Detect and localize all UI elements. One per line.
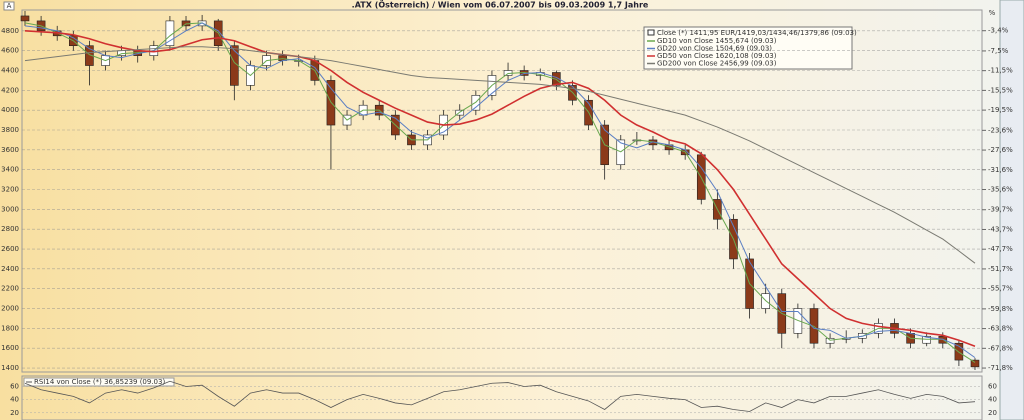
rsi-frame (21, 375, 983, 420)
y2-tick-label: -67,8% (988, 344, 1013, 352)
legend-label: RSI14 von Close (*) 36,85239 (09.03) (34, 378, 165, 386)
y2-tick-label: -31,6% (988, 166, 1013, 174)
y2-tick-label: -23,6% (988, 126, 1013, 134)
side-panel (999, 0, 1024, 420)
y-tick-label: 2000 (1, 305, 19, 313)
y-tick-label: 2400 (1, 265, 19, 273)
y-tick-label: 3400 (1, 166, 19, 174)
y-tick-label: 60 (10, 383, 19, 391)
ma-line (24, 46, 976, 264)
y2-tick-label: -39,7% (988, 206, 1013, 214)
y2-axis-label: % (989, 9, 996, 17)
legend-label: GD10 von Close 1455,674 (09.03) (657, 37, 777, 45)
y2-tick-label: -3,4% (988, 27, 1009, 35)
candle-body (20, 15, 30, 22)
y-tick-label: 4400 (1, 66, 19, 74)
y2-tick-label: -71,8% (988, 364, 1013, 372)
y-tick-label: 1600 (1, 344, 19, 352)
rsi-legend-box (23, 377, 175, 387)
y-tick-label: 4000 (1, 106, 19, 114)
y-tick-label: 3200 (1, 186, 19, 194)
legend-label: Close (*) 1411,95 EUR/1419,03/1434,46/13… (657, 29, 857, 37)
legend-box (643, 26, 853, 70)
y-axis-label: A (7, 2, 12, 10)
y-tick-label: 2800 (1, 225, 19, 233)
y-tick-label: 40 (10, 396, 19, 404)
y-tick-label: 1800 (1, 324, 19, 332)
y-tick-label: 2600 (1, 245, 19, 253)
y-tick-label: 3800 (1, 126, 19, 134)
y2-tick-label: -7,5% (988, 47, 1009, 55)
corner-box (3, 1, 15, 11)
y-tick-label: 4600 (1, 47, 19, 55)
y2-tick-label: -43,7% (988, 225, 1013, 233)
y-tick-label: 1400 (1, 364, 19, 372)
y2-tick-label: -63,8% (988, 325, 1013, 333)
y2-tick-label: -51,7% (988, 265, 1013, 273)
legend-label: GD50 von Close 1620,108 (09.03) (657, 52, 777, 60)
y2-tick-label: -19,5% (988, 106, 1013, 114)
y-tick-label: 2200 (1, 285, 19, 293)
y2-tick-label: 60 (988, 383, 997, 391)
legend-label: GD20 von Close 1504,69 (09.03) (657, 45, 772, 53)
y-tick-label: 20 (10, 409, 19, 417)
background (0, 0, 1000, 420)
y2-tick-label: -55,7% (988, 285, 1013, 293)
y2-tick-label: -27,6% (988, 146, 1013, 154)
y2-tick-label: 20 (988, 409, 997, 417)
plot-frame (21, 9, 983, 373)
legend-swatch (647, 29, 655, 36)
y-tick-label: 3600 (1, 146, 19, 154)
y-tick-label: 3000 (1, 205, 19, 213)
y2-tick-label: -59,8% (988, 305, 1013, 313)
legend-label: GD200 von Close 2456,99 (09.03) (657, 60, 777, 68)
chart-title: .ATX (Österreich) / Wien vom 06.07.2007 … (352, 0, 649, 10)
ma-line (24, 30, 976, 347)
y2-tick-label: -15,5% (988, 86, 1013, 94)
y-tick-label: 4800 (1, 27, 19, 35)
rsi-line (24, 380, 976, 412)
y2-tick-label: -11,5% (988, 67, 1013, 75)
y2-tick-label: 40 (988, 396, 997, 404)
candle-body (970, 359, 980, 368)
y-tick-label: 4200 (1, 86, 19, 94)
ma-line (24, 22, 976, 359)
candle-body (230, 45, 239, 86)
y2-tick-label: -47,7% (988, 245, 1013, 253)
y2-tick-label: -35,6% (988, 186, 1013, 194)
